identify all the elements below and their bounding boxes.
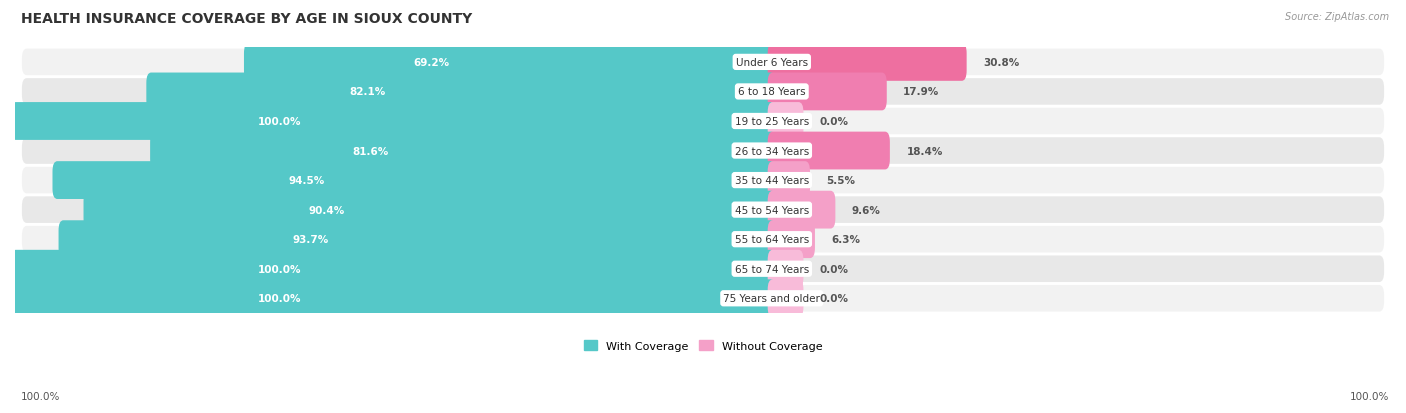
FancyBboxPatch shape bbox=[22, 226, 1384, 253]
Text: Source: ZipAtlas.com: Source: ZipAtlas.com bbox=[1285, 12, 1389, 22]
Text: 0.0%: 0.0% bbox=[820, 117, 849, 127]
Text: 100.0%: 100.0% bbox=[259, 264, 302, 274]
Text: 75 Years and older: 75 Years and older bbox=[723, 294, 820, 304]
FancyBboxPatch shape bbox=[768, 132, 890, 170]
FancyBboxPatch shape bbox=[11, 103, 776, 140]
Text: 69.2%: 69.2% bbox=[413, 58, 450, 68]
Text: 100.0%: 100.0% bbox=[259, 294, 302, 304]
FancyBboxPatch shape bbox=[83, 191, 776, 229]
Text: 0.0%: 0.0% bbox=[820, 264, 849, 274]
FancyBboxPatch shape bbox=[22, 167, 1384, 194]
Text: 55 to 64 Years: 55 to 64 Years bbox=[735, 235, 808, 244]
Text: 0.0%: 0.0% bbox=[820, 294, 849, 304]
Text: 94.5%: 94.5% bbox=[288, 176, 325, 185]
FancyBboxPatch shape bbox=[11, 250, 776, 288]
FancyBboxPatch shape bbox=[52, 162, 776, 199]
FancyBboxPatch shape bbox=[22, 50, 1384, 76]
FancyBboxPatch shape bbox=[11, 280, 776, 318]
FancyBboxPatch shape bbox=[22, 138, 1384, 164]
Text: 100.0%: 100.0% bbox=[21, 391, 60, 401]
Text: 100.0%: 100.0% bbox=[259, 117, 302, 127]
FancyBboxPatch shape bbox=[768, 191, 835, 229]
Text: 6.3%: 6.3% bbox=[831, 235, 860, 244]
Text: 65 to 74 Years: 65 to 74 Years bbox=[735, 264, 808, 274]
FancyBboxPatch shape bbox=[22, 79, 1384, 105]
Text: 19 to 25 Years: 19 to 25 Years bbox=[735, 117, 808, 127]
Text: 9.6%: 9.6% bbox=[852, 205, 880, 215]
Text: 82.1%: 82.1% bbox=[350, 87, 387, 97]
Text: 30.8%: 30.8% bbox=[983, 58, 1019, 68]
Text: 6 to 18 Years: 6 to 18 Years bbox=[738, 87, 806, 97]
FancyBboxPatch shape bbox=[146, 74, 776, 111]
Legend: With Coverage, Without Coverage: With Coverage, Without Coverage bbox=[579, 336, 827, 356]
FancyBboxPatch shape bbox=[245, 44, 776, 82]
Text: 26 to 34 Years: 26 to 34 Years bbox=[735, 146, 808, 156]
FancyBboxPatch shape bbox=[768, 103, 803, 140]
Text: 35 to 44 Years: 35 to 44 Years bbox=[735, 176, 808, 185]
Text: 100.0%: 100.0% bbox=[1350, 391, 1389, 401]
FancyBboxPatch shape bbox=[768, 162, 810, 199]
FancyBboxPatch shape bbox=[59, 221, 776, 259]
FancyBboxPatch shape bbox=[22, 285, 1384, 312]
FancyBboxPatch shape bbox=[22, 256, 1384, 282]
FancyBboxPatch shape bbox=[768, 221, 815, 259]
FancyBboxPatch shape bbox=[768, 44, 967, 82]
Text: 18.4%: 18.4% bbox=[907, 146, 943, 156]
FancyBboxPatch shape bbox=[768, 280, 803, 318]
FancyBboxPatch shape bbox=[768, 74, 887, 111]
FancyBboxPatch shape bbox=[22, 197, 1384, 223]
FancyBboxPatch shape bbox=[22, 109, 1384, 135]
FancyBboxPatch shape bbox=[768, 250, 803, 288]
Text: 5.5%: 5.5% bbox=[827, 176, 855, 185]
Text: Under 6 Years: Under 6 Years bbox=[735, 58, 808, 68]
Text: 45 to 54 Years: 45 to 54 Years bbox=[735, 205, 808, 215]
Text: 90.4%: 90.4% bbox=[309, 205, 346, 215]
Text: 93.7%: 93.7% bbox=[292, 235, 329, 244]
FancyBboxPatch shape bbox=[150, 132, 776, 170]
Text: 17.9%: 17.9% bbox=[903, 87, 939, 97]
Text: 81.6%: 81.6% bbox=[353, 146, 388, 156]
Text: HEALTH INSURANCE COVERAGE BY AGE IN SIOUX COUNTY: HEALTH INSURANCE COVERAGE BY AGE IN SIOU… bbox=[21, 12, 472, 26]
